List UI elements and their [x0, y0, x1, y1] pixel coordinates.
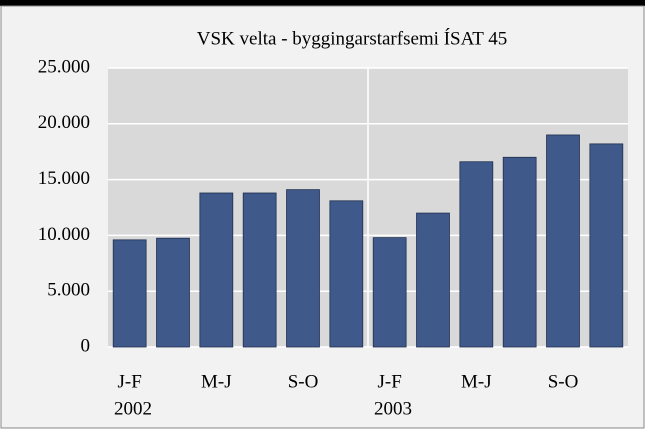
- group-label: 2002: [114, 398, 152, 419]
- bar: [156, 237, 190, 348]
- x-tick-label: M-J: [461, 371, 492, 392]
- bar: [416, 212, 450, 348]
- bar: [199, 192, 234, 348]
- bar: [242, 192, 277, 348]
- y-tick-label: 10.000: [38, 224, 90, 245]
- y-tick-label: 0: [81, 335, 91, 356]
- y-tick-label: 25.000: [38, 56, 90, 77]
- chart-title: VSK velta - byggingarstarfsemi ÍSAT 45: [197, 27, 507, 49]
- x-tick-label: J-F: [378, 371, 402, 392]
- x-tick-label: S-O: [548, 371, 579, 392]
- bar: [112, 239, 147, 348]
- group-label: 2003: [374, 398, 412, 419]
- y-tick-label: 15.000: [38, 168, 90, 189]
- bar: [546, 134, 580, 348]
- bar: [372, 237, 407, 348]
- x-tick-label: S-O: [288, 371, 319, 392]
- bar: [459, 161, 494, 348]
- x-tick-label: J-F: [118, 371, 142, 392]
- bar: [329, 200, 364, 348]
- bar: [286, 189, 320, 348]
- top-bar: [0, 0, 645, 6]
- y-tick-label: 20.000: [38, 112, 90, 133]
- bar: [589, 143, 624, 348]
- x-tick-label: M-J: [201, 371, 232, 392]
- bar: [502, 156, 537, 348]
- y-tick-label: 5.000: [47, 280, 90, 301]
